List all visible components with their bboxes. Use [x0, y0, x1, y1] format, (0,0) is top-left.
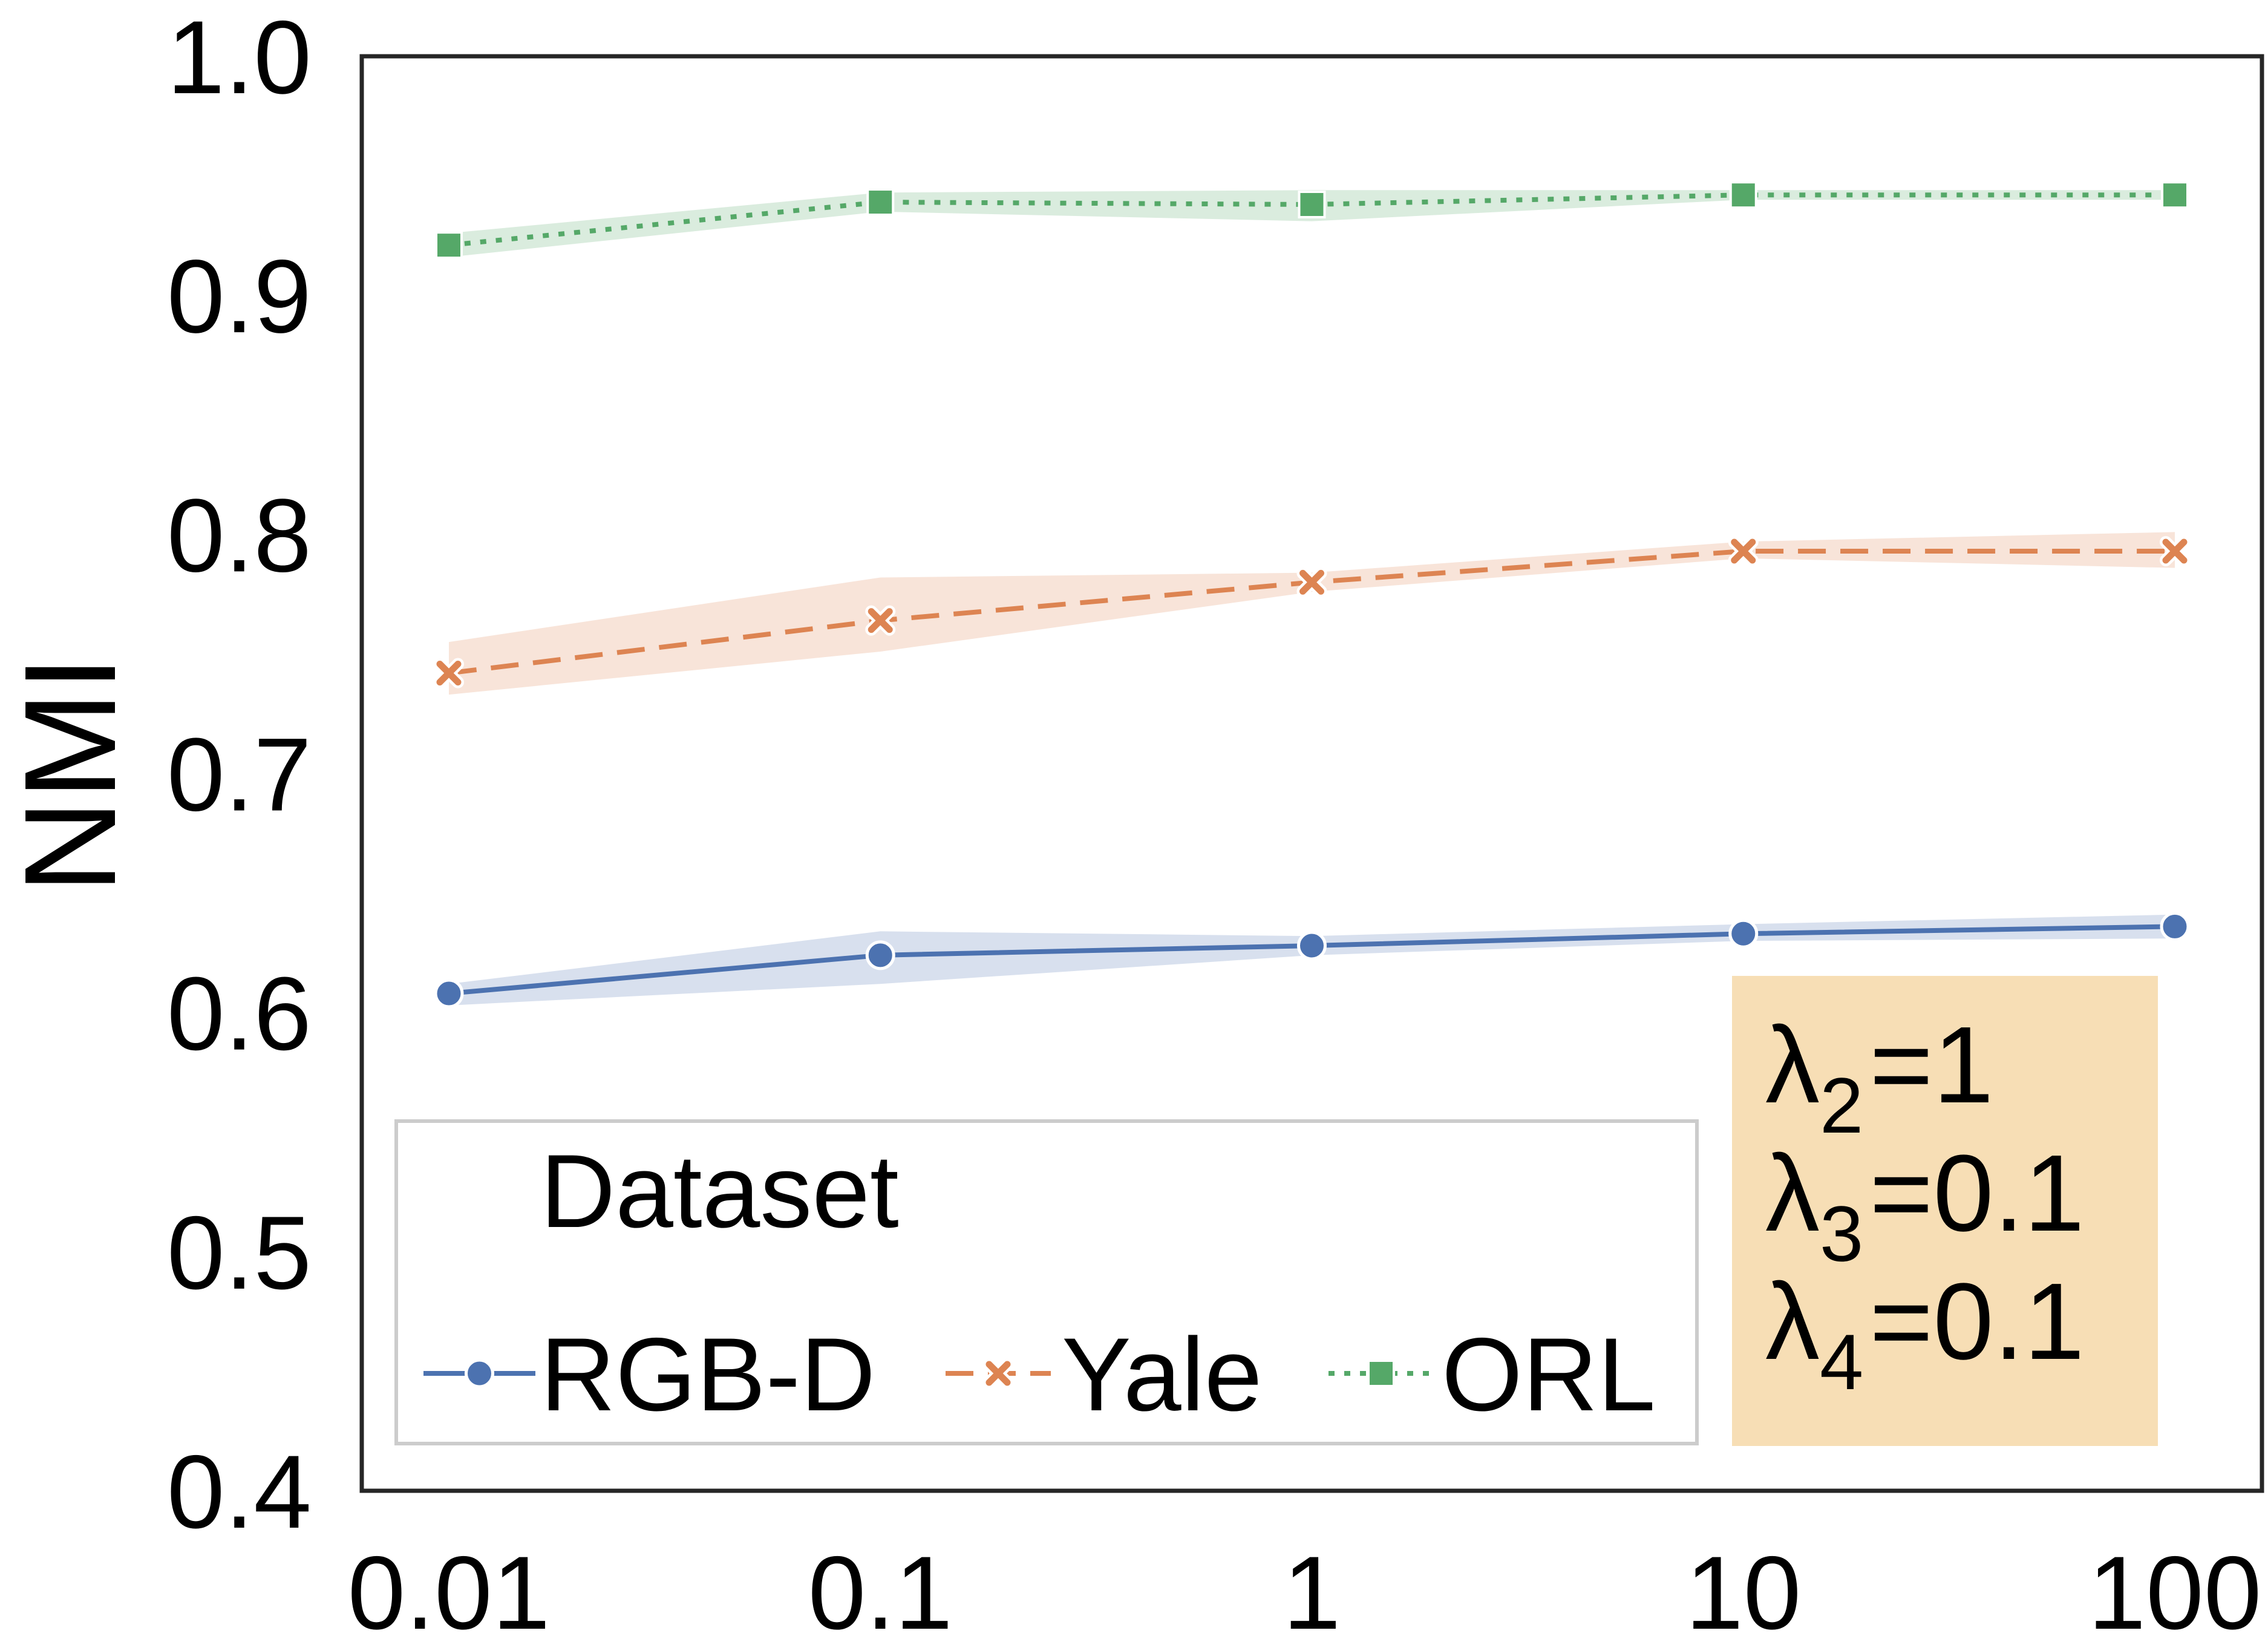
point-orl-1 [866, 188, 895, 217]
point-rgb-d-2 [1297, 931, 1327, 961]
point-yale-0 [434, 658, 464, 689]
series-markers [434, 181, 2190, 1009]
y-tick-label: 0.9 [167, 238, 312, 355]
legend-box [394, 1119, 1699, 1445]
annotation-line-1: λ2=1 [1765, 1004, 1994, 1150]
annotation-line-2: λ3=0.1 [1765, 1133, 2085, 1278]
y-tick-label: 0.6 [167, 956, 312, 1072]
plot-frame [359, 54, 2264, 1493]
legend-items: RGB-D Yale ORL [423, 1317, 1656, 1433]
point-orl-4 [2161, 181, 2189, 209]
y-tick-label: 1.0 [167, 0, 312, 116]
y-axis-label: NMI [0, 655, 143, 894]
point-orl-2 [1298, 191, 1326, 219]
point-yale-4 [2160, 535, 2190, 566]
point-yale-3 [1728, 535, 1759, 566]
annotation-lines: λ2=1λ3=0.1λ4=0.1 [1765, 1004, 2085, 1406]
point-yale-1 [865, 605, 896, 636]
legend-item-orl: ORL [1328, 1317, 1656, 1433]
x-tick-label: 100 [2088, 1535, 2262, 1639]
y-tick-label: 0.5 [167, 1195, 312, 1311]
point-rgb-d-1 [865, 940, 895, 970]
x-tick-label: 0.1 [808, 1535, 953, 1639]
legend-item-rgb-d: RGB-D [423, 1317, 875, 1433]
legend-marker-rgb-d [465, 1358, 494, 1389]
parameter-annotation: λ2=1λ3=0.1λ4=0.1 [1732, 976, 2158, 1446]
x-tick-label: 1 [1283, 1535, 1341, 1639]
annotation-line-3: λ4=0.1 [1765, 1261, 2085, 1406]
annotation-box [1732, 976, 2158, 1446]
x-tick-label: 10 [1685, 1535, 1801, 1639]
legend-title: Dataset [540, 1133, 899, 1249]
legend-marker-orl [1367, 1359, 1395, 1387]
legend-marker-yale [983, 1358, 1013, 1389]
point-rgb-d-3 [1728, 918, 1759, 949]
point-orl-3 [1729, 181, 1757, 209]
y-tick-label: 0.4 [167, 1434, 312, 1550]
x-tick-label: 0.01 [348, 1535, 551, 1639]
point-yale-2 [1296, 567, 1327, 598]
legend-label-rgb-d: RGB-D [540, 1317, 875, 1433]
legend-label-yale: Yale [1062, 1317, 1263, 1433]
point-orl-0 [435, 231, 463, 260]
y-axis-ticks: 0.4 0.5 0.6 0.7 0.8 0.9 1.0 [167, 0, 312, 1550]
y-tick-label: 0.7 [167, 717, 312, 833]
point-rgb-d-0 [434, 978, 464, 1009]
y-tick-label: 0.8 [167, 477, 312, 594]
legend: Dataset RGB-D Yale ORL [394, 1119, 1699, 1445]
point-rgb-d-4 [2160, 911, 2190, 941]
x-axis-ticks: 0.01 0.1 1 10 100 [348, 1535, 2262, 1639]
legend-item-yale: Yale [946, 1317, 1263, 1433]
band-yale [449, 532, 2175, 695]
legend-label-orl: ORL [1442, 1317, 1656, 1433]
